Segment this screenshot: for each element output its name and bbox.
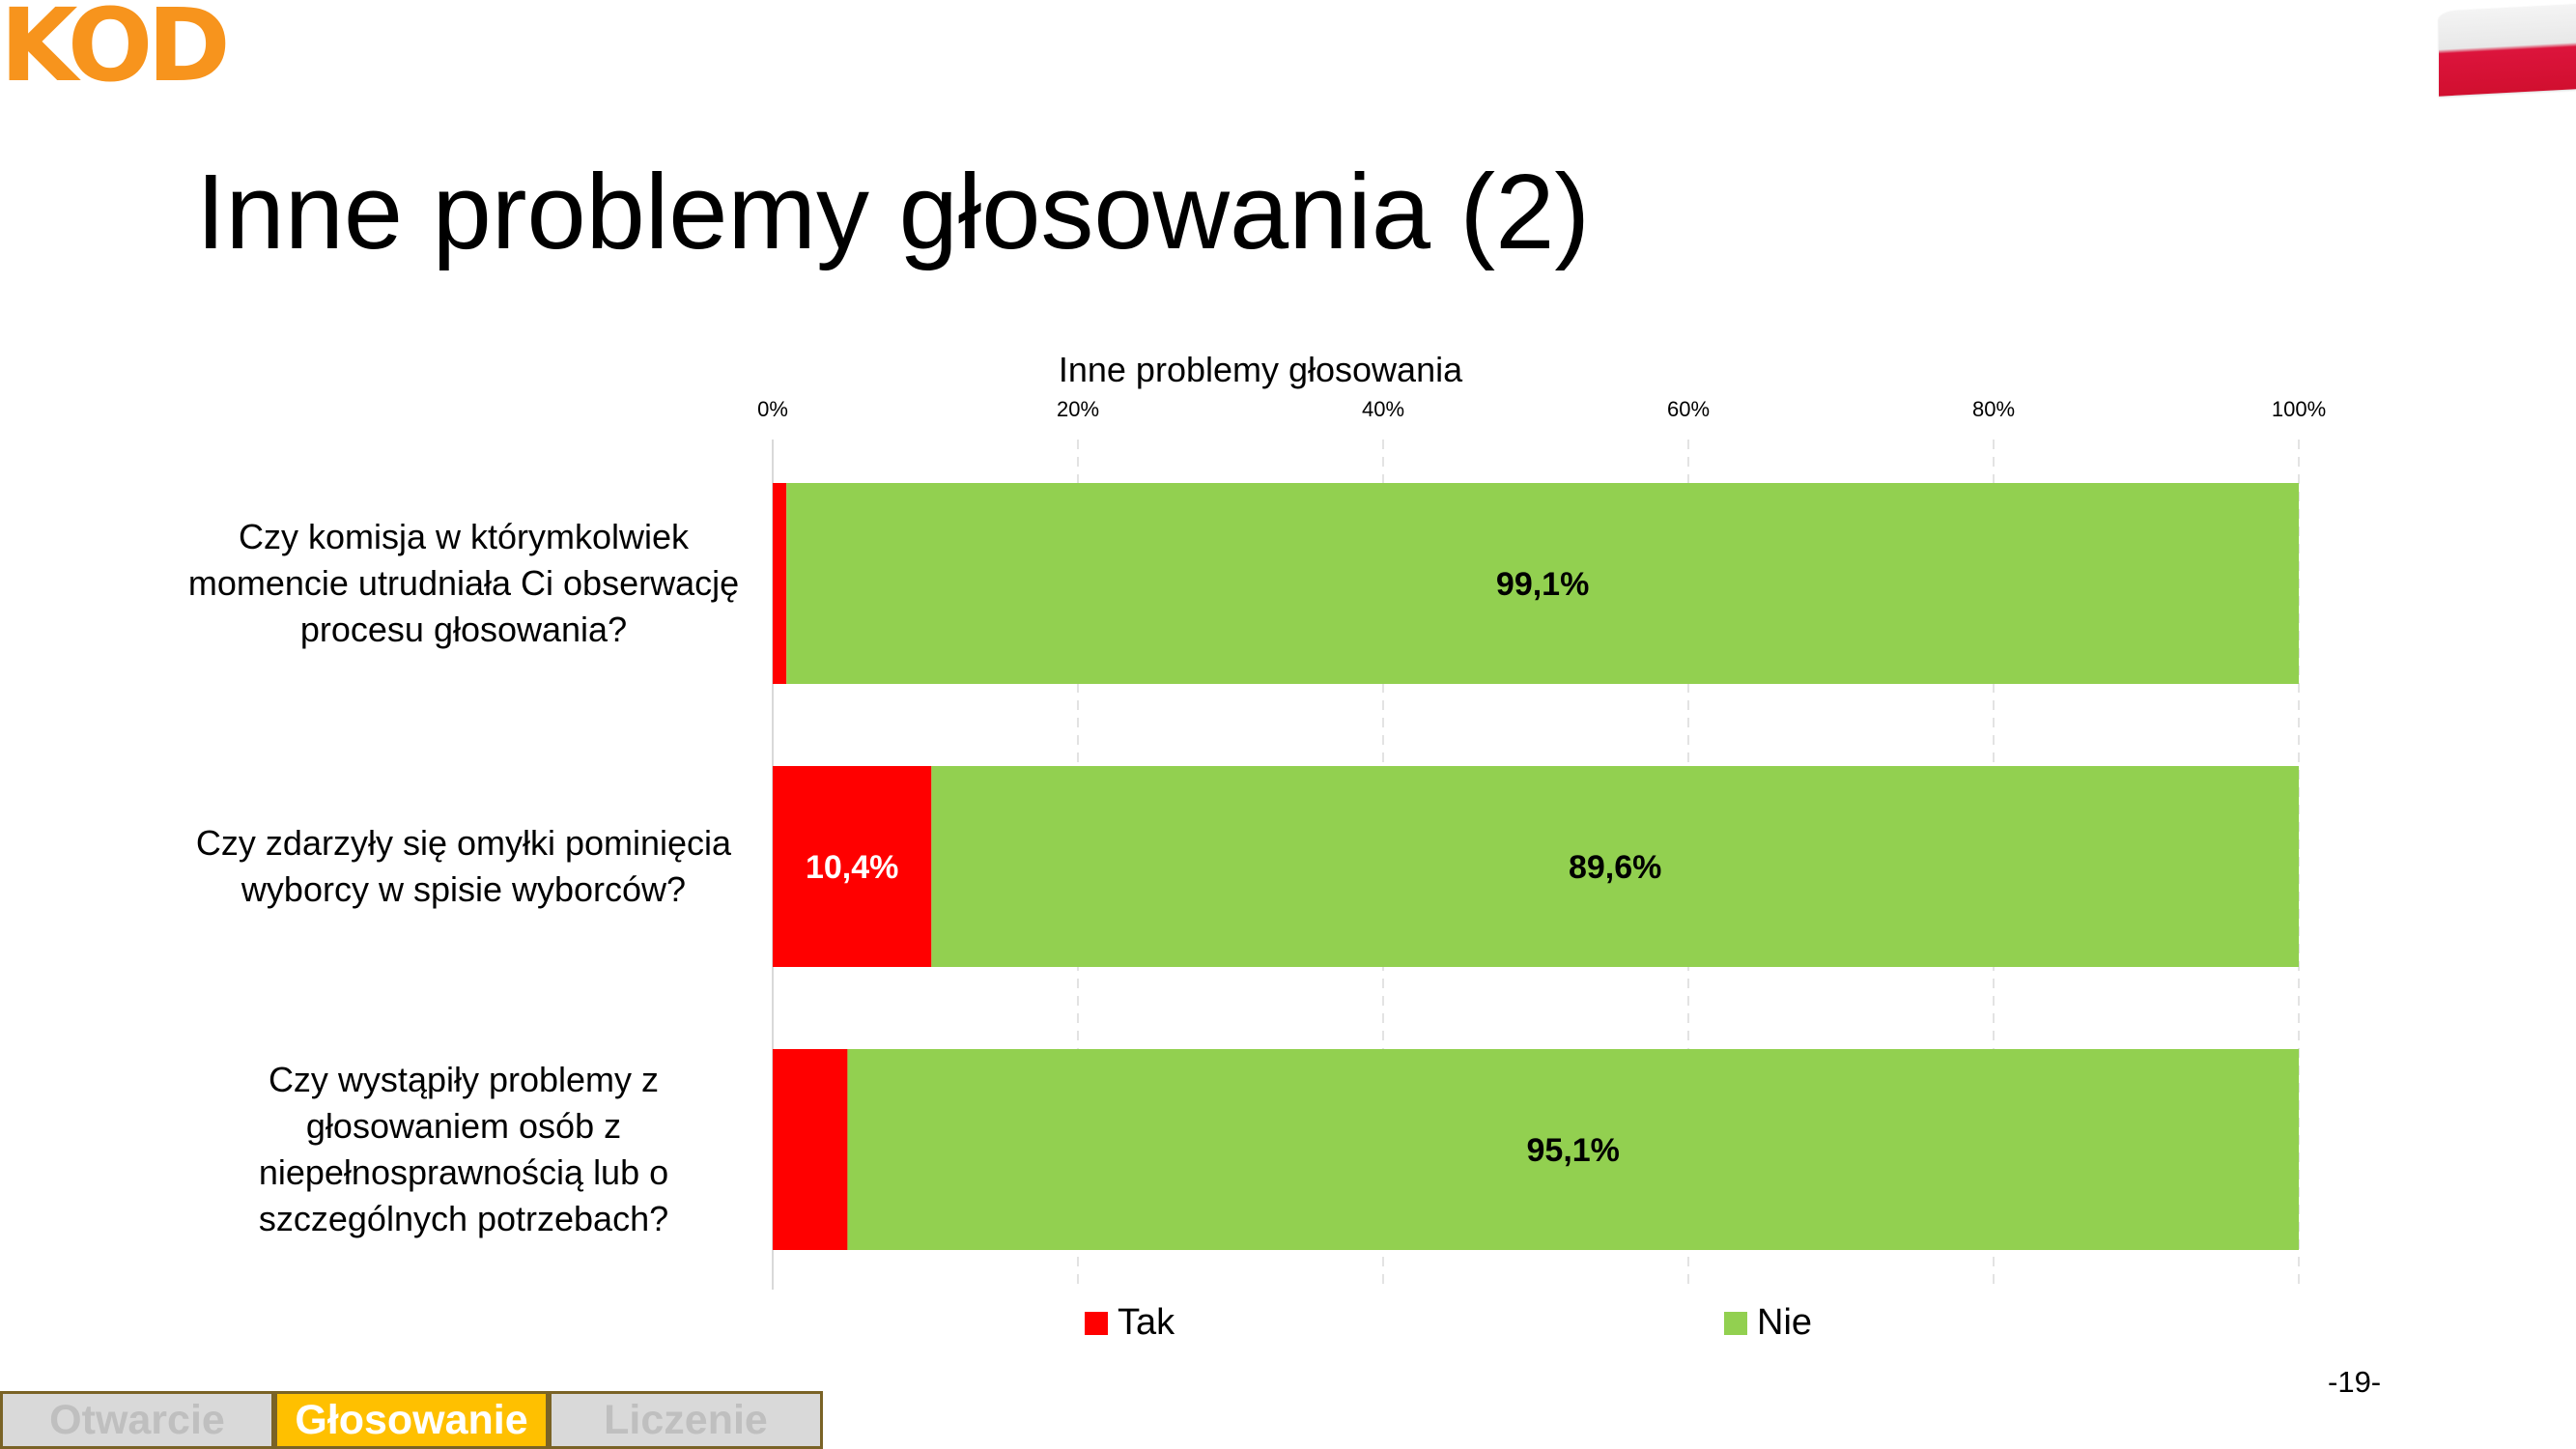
x-tick-label: 40% <box>1362 397 1404 421</box>
bar-tak <box>773 1049 848 1250</box>
tab-otwarcie[interactable]: Otwarcie <box>0 1391 274 1449</box>
legend-label-nie: Nie <box>1757 1302 1812 1343</box>
category-label-line: procesu głosowania? <box>300 610 627 649</box>
logo-text: KOD <box>0 0 231 104</box>
x-tick-label: 100% <box>2272 397 2326 421</box>
category-label-line: Czy zdarzyły się omyłki pominięcia <box>196 823 732 863</box>
bar-nie <box>786 483 2299 684</box>
category-label: Czy zdarzyły się omyłki pominięcia wyborc… <box>196 823 732 909</box>
x-tick-label: 20% <box>1057 397 1099 421</box>
legend-swatch-nie <box>1724 1312 1747 1335</box>
kod-logo: KOD <box>0 0 232 96</box>
x-tick-label: 60% <box>1667 397 1710 421</box>
category-label-line: wyborcy w spisie wyborców? <box>241 869 686 909</box>
bar-nie <box>931 766 2299 967</box>
x-tick-label: 0% <box>757 397 788 421</box>
data-label: 89,6% <box>1569 849 1661 886</box>
tab-liczenie[interactable]: Liczenie <box>549 1391 823 1449</box>
data-label: 99,1% <box>1496 566 1589 603</box>
category-label-line: szczególnych potrzebach? <box>259 1199 668 1238</box>
category-label-line: niepełnosprawnością lub o <box>259 1152 668 1192</box>
section-tabs: Otwarcie Głosowanie Liczenie <box>0 1391 829 1449</box>
page-number: -19- <box>2328 1365 2382 1399</box>
data-label: 95,1% <box>1527 1132 1620 1169</box>
category-label-line: głosowaniem osób z <box>306 1106 621 1146</box>
poland-flag-icon <box>2439 4 2576 97</box>
category-label: Czy wystąpiły problemy z głosowaniem osób… <box>259 1060 668 1238</box>
legend-swatch-tak <box>1085 1312 1108 1335</box>
x-tick-label: 80% <box>1972 397 2015 421</box>
legend-label-tak: Tak <box>1118 1302 1175 1343</box>
page-title: Inne problemy głosowania (2) <box>196 153 1590 271</box>
category-label-line: Czy wystąpiły problemy z <box>269 1060 659 1099</box>
chart-title: Inne problemy głosowania <box>1059 350 1463 389</box>
data-label: 10,4% <box>806 849 898 886</box>
category-label: Czy komisja w którymkolwiek momencie utru… <box>188 517 739 649</box>
bar-tak <box>773 483 787 684</box>
stacked-bar-chart: Inne problemy głosowania 0% 20% 40% 60% 80% 10… <box>188 350 2326 1343</box>
bar-tak <box>773 766 932 967</box>
bar-nie <box>847 1049 2300 1250</box>
tab-glosowanie[interactable]: Głosowanie <box>274 1391 549 1449</box>
category-label-line: momencie utrudniała Ci obserwację <box>188 563 739 603</box>
category-label-line: Czy komisja w którymkolwiek <box>239 517 690 556</box>
